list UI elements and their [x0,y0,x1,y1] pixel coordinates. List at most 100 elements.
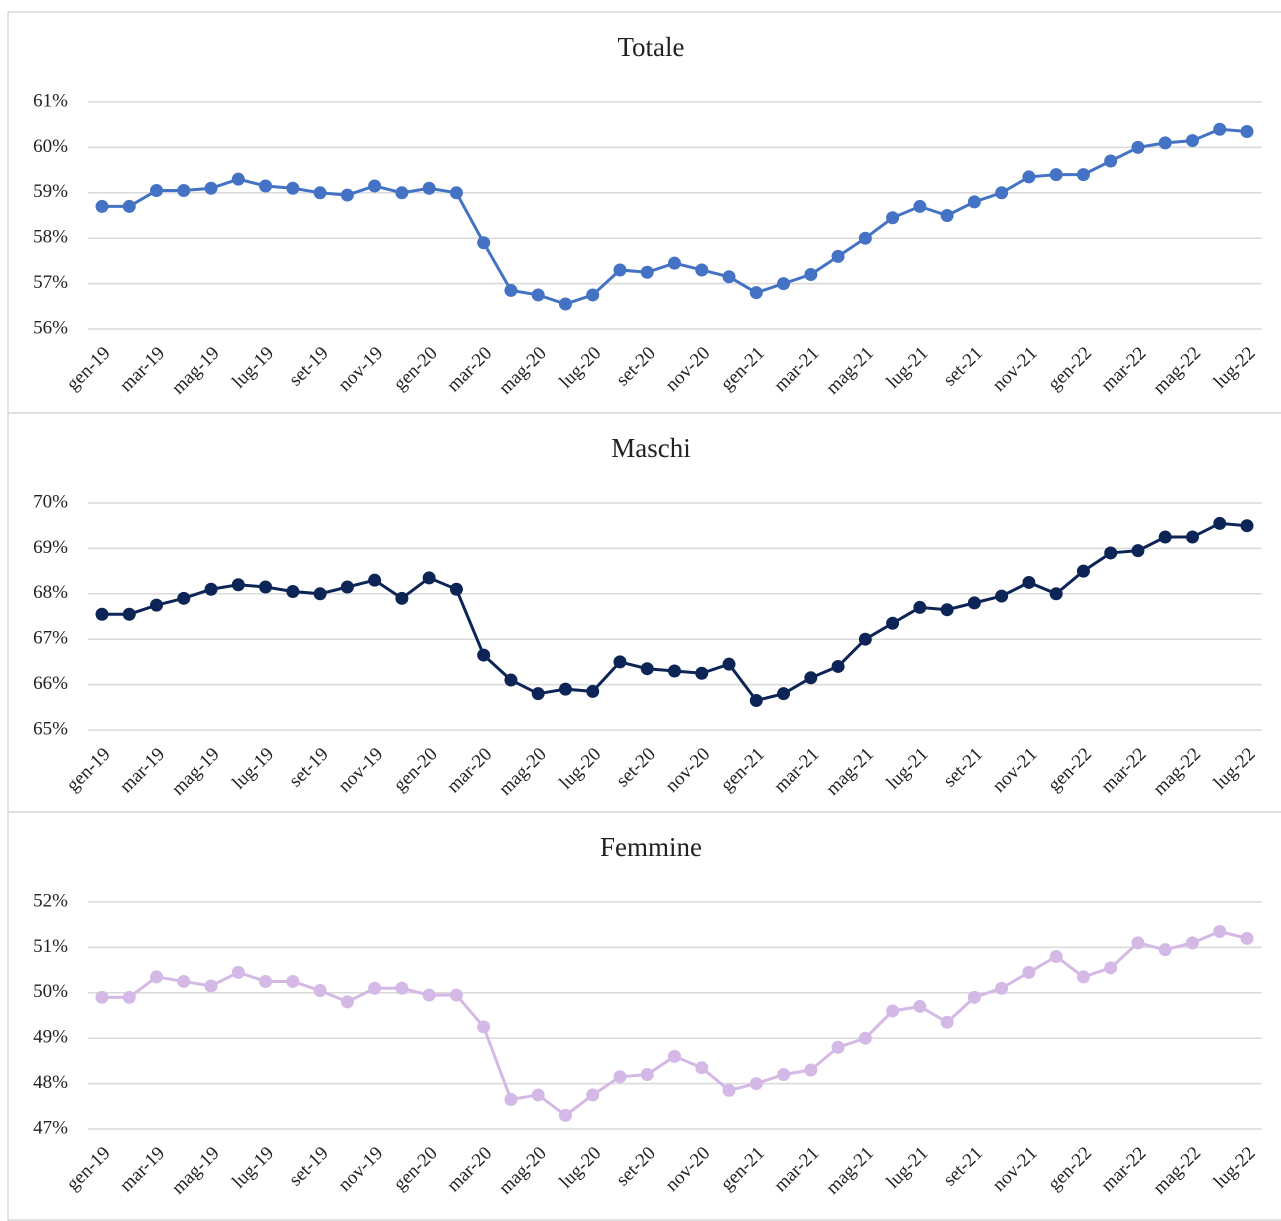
data-point [340,188,354,202]
data-point [967,990,981,1004]
data-point [122,990,136,1004]
data-point [886,211,900,225]
data-point [449,582,463,596]
y-tick-label: 67% [33,628,68,649]
data-point [204,582,218,596]
data-point [313,186,327,200]
data-point [231,578,245,592]
data-point [259,179,273,193]
data-point [313,984,327,998]
data-point [340,580,354,594]
data-point [95,607,109,621]
data-point [777,687,791,701]
data-point [1049,587,1063,601]
data-point [1076,970,1090,984]
data-point [804,1063,818,1077]
data-point [504,283,518,297]
chart-title: Femmine [600,832,702,862]
data-point [913,600,927,614]
data-point [477,1020,491,1034]
data-point [286,585,300,599]
y-tick-label: 65% [33,718,68,739]
data-point [95,990,109,1004]
data-point [259,580,273,594]
data-point [449,988,463,1002]
data-point [1240,931,1254,945]
data-point [395,591,409,605]
data-point [177,974,191,988]
data-point [313,587,327,601]
data-point [913,999,927,1013]
data-point [586,1088,600,1102]
panel [7,811,1281,1221]
data-point [122,607,136,621]
data-point [150,598,164,612]
data-point [531,288,545,302]
data-point [286,181,300,195]
data-point [1131,544,1145,558]
data-point [204,979,218,993]
data-point [1049,949,1063,963]
y-tick-label: 61% [33,90,68,111]
data-point [668,256,681,270]
y-tick-label: 48% [33,1072,68,1093]
data-point [531,1088,545,1102]
data-point [558,682,572,696]
data-point [1076,564,1090,578]
data-point [613,655,627,669]
data-point [1213,516,1227,530]
panel [7,412,1281,813]
data-point [122,199,136,213]
data-point [1213,122,1227,136]
data-point [613,1070,627,1084]
data-point [967,195,981,209]
data-point [1049,168,1063,182]
data-point [1104,961,1118,975]
y-tick-label: 49% [33,1027,68,1048]
data-point [886,616,900,630]
data-point [1104,154,1118,168]
data-point [749,1077,763,1091]
data-point [940,1015,954,1029]
chart-title: Totale [617,32,684,62]
data-point [886,1004,900,1018]
data-point [1131,140,1145,154]
y-tick-label: 60% [33,136,68,157]
data-point [150,970,164,984]
data-point [640,265,654,279]
data-point [749,286,763,300]
data-point [286,974,300,988]
data-point [1022,170,1036,184]
data-point [722,270,736,284]
data-point [340,995,354,1009]
y-tick-label: 50% [33,981,68,1002]
data-point [804,268,818,282]
data-point [804,671,818,685]
data-point [858,1031,872,1045]
data-point [1158,136,1172,150]
data-point [449,186,463,200]
data-point [558,297,572,311]
data-point [940,209,954,222]
data-point [477,236,491,250]
data-point [1076,168,1090,182]
data-point [531,687,545,701]
data-point [1185,530,1199,544]
data-point [613,263,627,277]
data-point [831,659,845,673]
data-point [695,263,709,277]
data-point [1240,519,1254,533]
data-point [1240,125,1254,139]
data-point [831,1040,845,1054]
data-point [1131,936,1145,950]
data-point [368,573,382,587]
data-point [504,673,518,687]
data-point [668,664,681,678]
data-point [722,1083,736,1097]
data-point [777,277,791,291]
data-point [1104,546,1118,560]
data-point [940,603,954,617]
data-point [368,179,382,193]
data-point [722,657,736,671]
